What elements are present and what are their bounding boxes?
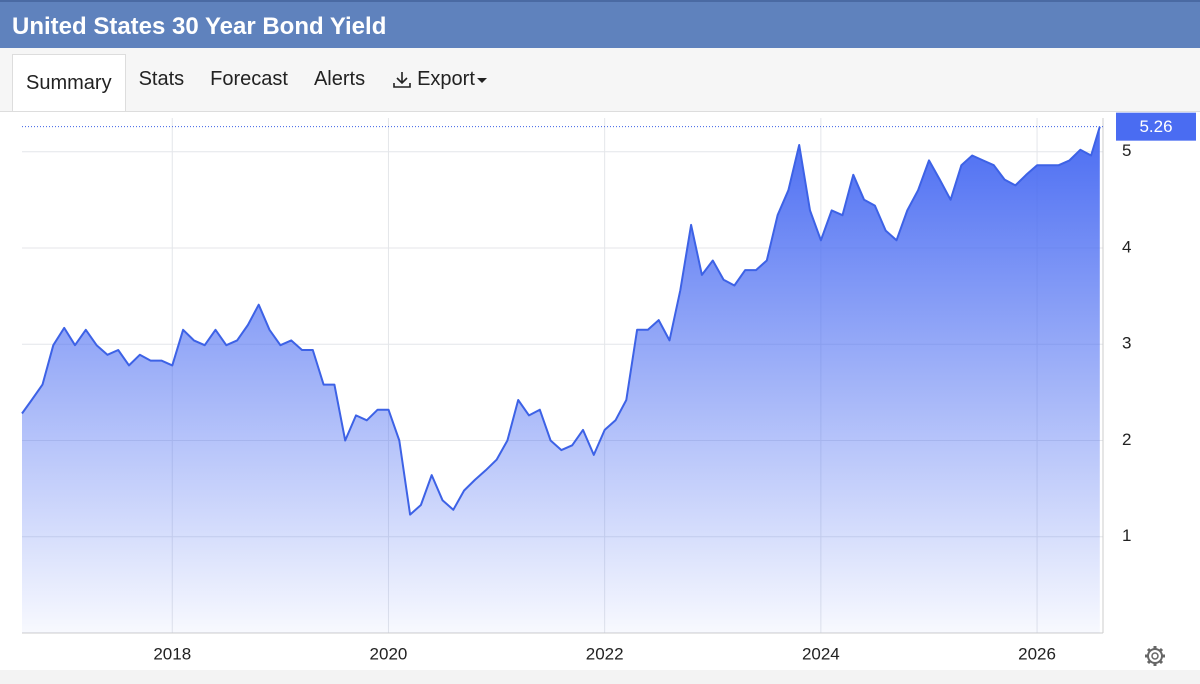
title: United States 30 Year Bond Yield bbox=[12, 13, 387, 40]
tab-bar: Summary Stats Forecast Alerts Export bbox=[0, 48, 1200, 112]
tab[interactable]: Export bbox=[378, 48, 502, 111]
y-tick-label: 3 bbox=[1122, 334, 1131, 353]
line bbox=[21, 126, 1101, 516]
settings-icon[interactable] bbox=[1145, 646, 1165, 666]
tab[interactable]: Alerts bbox=[313, 68, 366, 90]
tab[interactable]: Stats bbox=[138, 68, 185, 90]
y-tick-label: 1 bbox=[1122, 526, 1131, 545]
tab[interactable]: Summary bbox=[12, 54, 126, 111]
caret bbox=[476, 77, 487, 83]
x-tick-label: 2020 bbox=[370, 644, 408, 663]
y-tick-label: 5 bbox=[1122, 141, 1131, 160]
chart: 1 2 3 4 5 2018 2020 2022 2024 2026 5.26 bbox=[0, 112, 1200, 684]
area bbox=[22, 126, 1100, 633]
last-value-box bbox=[1116, 112, 1196, 141]
tab-label: Export bbox=[417, 68, 475, 90]
bottom-strip bbox=[0, 670, 1200, 684]
x-tick-label: 2022 bbox=[586, 644, 624, 663]
last-value-label: 5.26 bbox=[1139, 117, 1172, 136]
tab[interactable]: Forecast bbox=[210, 68, 288, 90]
x-tick-label: 2024 bbox=[802, 644, 840, 663]
download-icon bbox=[393, 71, 411, 88]
title-bar: United States 30 Year Bond Yield bbox=[0, 0, 1200, 48]
y-tick-label: 2 bbox=[1122, 430, 1131, 449]
x-tick-label: 2018 bbox=[153, 644, 191, 663]
y-tick-label: 4 bbox=[1122, 237, 1131, 256]
x-tick-label: 2026 bbox=[1018, 644, 1056, 663]
